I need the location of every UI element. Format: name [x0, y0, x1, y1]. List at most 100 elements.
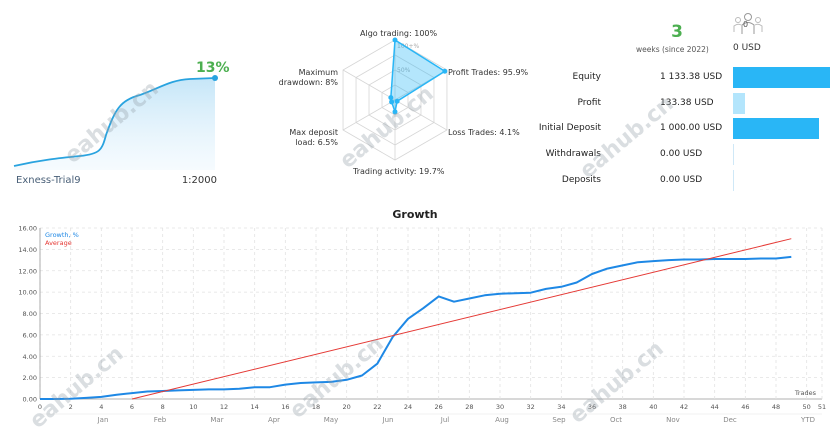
month-label: Dec [723, 416, 737, 424]
radar-scale-50: 50% [397, 67, 411, 74]
stat-row-deposits: Deposits 0.00 USD [560, 170, 830, 194]
month-label: May [324, 416, 338, 424]
x-tick-label: 12 [220, 403, 228, 411]
stat-bar-withdrawals [733, 144, 734, 165]
radar-label-loss-trades: Loss Trades: 4.1% [448, 128, 520, 137]
account-growth-sparkline [13, 75, 218, 170]
x-tick-label: 50 [803, 403, 811, 411]
stat-bar-profit [733, 93, 745, 114]
x-tick-label: 42 [680, 403, 688, 411]
stat-row-profit: Profit 133.38 USD [560, 93, 830, 117]
sparkline-endpoint [212, 75, 218, 81]
series-line-average [131, 238, 792, 400]
y-tick-label: 6.00 [23, 331, 37, 339]
x-tick-label: 51 [818, 403, 826, 411]
subscribers-icon [733, 13, 763, 34]
radar-svg: 100+% 50% [342, 37, 448, 161]
x-tick-label: 14 [251, 403, 259, 411]
y-tick-label: 4.00 [23, 353, 37, 361]
stat-value-withdrawals: 0.00 USD [660, 149, 703, 159]
x-tick-label: 48 [772, 403, 780, 411]
account-leverage: 1:2000 [181, 175, 217, 186]
x-tick-label: 38 [619, 403, 627, 411]
x-tick-label: 0 [38, 403, 42, 411]
month-label: Mar [210, 416, 223, 424]
radar-scale-100: 100+% [397, 43, 419, 50]
radar-label-max-deposit-load-text: Max deposit load: 6.5% [289, 128, 338, 147]
stat-bar-equity [733, 67, 830, 88]
ytd-label: YTD [800, 416, 815, 424]
stat-bar-deposits [733, 170, 734, 191]
month-label: Apr [268, 416, 280, 424]
month-label: Nov [666, 416, 680, 424]
radar-label-algo: Algo trading: 100% [360, 29, 438, 38]
subscribers-count: 0 [743, 20, 749, 29]
sparkline-area [14, 78, 215, 170]
radar-point-3 [392, 109, 398, 115]
y-tick-label: 10.00 [18, 289, 37, 297]
radar-point-4 [389, 99, 395, 105]
x-tick-label: 30 [496, 403, 504, 411]
stat-row-equity: Equity 1 133.38 USD [560, 67, 830, 91]
month-label: Feb [154, 416, 167, 424]
x-tick-label: 10 [189, 403, 197, 411]
stat-value-equity: 1 133.38 USD [660, 72, 723, 82]
sparkline-line [13, 77, 216, 167]
x-tick-label: 6 [130, 403, 134, 411]
y-tick-label: 0.00 [23, 396, 37, 404]
stat-label-profit: Profit [577, 98, 601, 108]
stat-row-withdrawals: Withdrawals 0.00 USD [546, 144, 830, 168]
x-tick-label: 4 [99, 403, 103, 411]
stat-label-deposits: Deposits [561, 175, 601, 185]
growth-chart-title: Growth [392, 208, 438, 221]
x-tick-label: 46 [741, 403, 749, 411]
stat-value-profit: 133.38 USD [660, 98, 714, 108]
y-tick-label: 16.00 [18, 225, 37, 233]
y-tick-label: 8.00 [23, 310, 37, 318]
x-axis-title: Trades [794, 389, 817, 397]
stat-row-initial-deposit: Initial Deposit 1 000.00 USD [539, 118, 830, 142]
stat-label-initial-deposit: Initial Deposit [538, 123, 601, 133]
stat-bar-initial-deposit [733, 118, 819, 139]
legend-growth: Growth, % [45, 231, 79, 239]
subscribers-usd: 0 USD [733, 43, 761, 53]
x-tick-label: 18 [312, 403, 320, 411]
radar-point-1 [442, 68, 448, 74]
month-label: Jul [440, 416, 450, 424]
month-label: Jun [382, 416, 394, 424]
x-tick-label: 26 [435, 403, 443, 411]
x-tick-label: 44 [711, 403, 719, 411]
radar-label-max-deposit-load: Max deposit load: 6.5% [270, 128, 338, 148]
y-tick-label: 12.00 [18, 267, 37, 275]
account-name[interactable]: Exness-Trial9 [16, 175, 81, 186]
radar-point-5 [388, 95, 394, 101]
x-tick-label: 24 [404, 403, 412, 411]
month-label: Sep [552, 416, 566, 424]
stat-value-deposits: 0.00 USD [660, 175, 703, 185]
x-tick-label: 36 [588, 403, 596, 411]
radar-grid-spoke [342, 69, 396, 101]
x-tick-label: 22 [373, 403, 381, 411]
radar-grid-spoke [342, 99, 396, 131]
radar-point-2 [394, 98, 400, 104]
growth-chart[interactable]: 0.00 2.00 4.00 6.00 8.00 10.00 12.00 14.00 16.00… [0, 222, 830, 433]
x-tick-label: 16 [281, 403, 289, 411]
radar-label-profit-trades: Profit Trades: 95.9% [448, 68, 529, 77]
radar-grid-spoke [394, 99, 448, 131]
y-tick-label: 2.00 [23, 374, 37, 382]
y-tick-label: 14.00 [18, 246, 37, 254]
stat-label-equity: Equity [572, 72, 601, 82]
account-card[interactable]: 13% Exness-Trial9 1:2000 [10, 0, 230, 195]
x-tick-label: 8 [161, 403, 165, 411]
month-label: Oct [610, 416, 622, 424]
month-label: Aug [495, 416, 509, 424]
radar-label-max-drawdown: Maximum drawdown: 8% [254, 68, 338, 88]
weeks-count: 3 [671, 22, 683, 42]
x-tick-label: 20 [343, 403, 351, 411]
trading-radar-chart: 100+% 50% Algo trading: 100% Profit Trade… [250, 20, 540, 185]
account-growth-percent: 13% [196, 60, 230, 76]
x-tick-label: 40 [649, 403, 657, 411]
radar-label-trading-activity: Trading activity: 19.7% [353, 167, 445, 176]
weeks-label: weeks (since 2022) [636, 45, 709, 54]
radar-point-0 [392, 37, 398, 43]
